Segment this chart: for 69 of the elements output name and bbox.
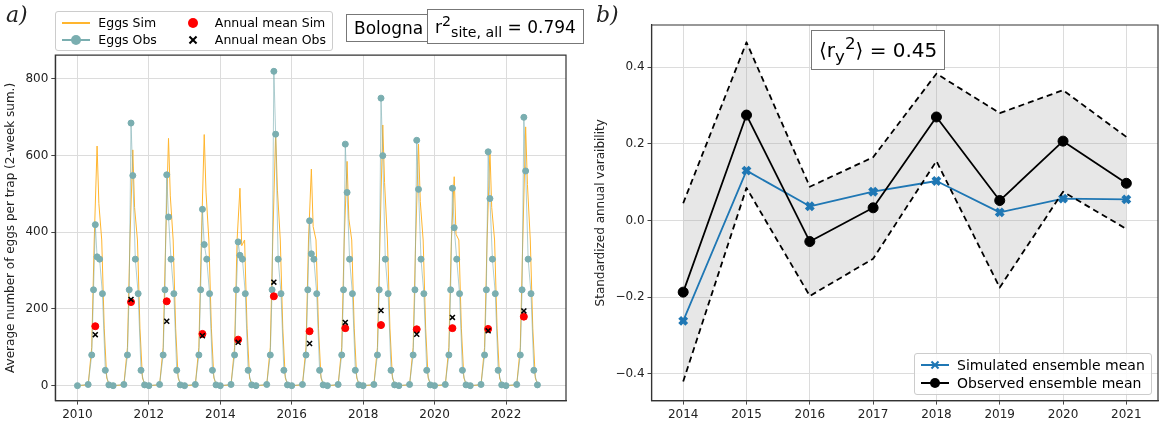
point [930,175,942,187]
point [162,297,171,306]
y-tick-label: 0.0 [625,212,645,227]
point [677,315,689,327]
x-tick-label: 2014 [667,406,699,421]
point [740,165,753,177]
x-tick-label: 2020 [1047,406,1079,421]
x-tick-label: 2016 [794,406,826,421]
legend-label: Eggs Sim [98,15,157,31]
x-tick-label: 2017 [857,406,889,421]
point [269,292,278,301]
point [994,206,1006,218]
y-axis-title: Standardized annual varaibility [593,119,608,307]
point [804,200,816,212]
point [412,325,421,334]
y-tick-label: 0 [40,377,49,392]
y-tick-label: 200 [25,301,49,316]
point [677,286,689,298]
point [994,195,1006,207]
point [1120,177,1132,189]
x-tick-label: 2018 [921,406,952,421]
y-tick-label: −0.4 [615,365,645,380]
point [305,327,314,336]
point [741,109,752,121]
point [804,236,816,248]
x-tick-label: 2021 [1111,406,1142,421]
point [1057,193,1069,205]
x-tick-label: 2014 [205,406,236,421]
point [91,322,100,331]
point [449,314,456,321]
point [413,331,420,338]
legend-label: Annual mean Obs [214,32,326,48]
text: r$^{2}$$_{site, all}$ = 0.794 [427,9,584,45]
legend-label: Annual mean Sim [214,15,326,31]
x-tick-label: 2015 [731,406,762,421]
legend-label: Simulated ensemble mean [957,356,1145,373]
y-tick-label: 600 [25,147,49,162]
legend-label: Eggs Obs [98,32,157,48]
annotation: ⟨r$_{y}$$^{2}$⟩ = 0.45 [811,30,946,70]
x-tick-label: 2020 [419,406,450,421]
y-tick-label: −0.2 [615,289,645,304]
legend-label: Observed ensemble mean [957,374,1142,391]
point [867,202,879,214]
y-tick-label: 400 [25,224,49,239]
point [270,278,278,286]
x-tick-label: 2019 [984,406,1015,421]
x-tick-label: 2012 [133,406,165,421]
text: a) [6,2,28,27]
point [520,307,528,315]
text: Bologna [346,14,432,42]
y-tick-label: 0.4 [625,59,645,74]
point [306,340,313,347]
x-tick-label: 2016 [276,406,307,421]
point [377,321,386,330]
point [448,324,457,333]
y-axis-title: Average number of eggs per trap (2-week sum.) [3,82,18,373]
point [519,312,528,321]
x-tick-label: 2010 [62,406,93,421]
point [1120,193,1132,205]
x-tick-label: 2018 [347,406,379,421]
x-tick-label: 2022 [490,406,522,421]
point [1057,135,1069,147]
text: b) [596,2,619,27]
point [930,111,942,123]
point [341,324,350,333]
y-tick-label: 0.2 [625,135,645,150]
y-tick-label: 800 [25,71,49,86]
point [163,318,170,325]
point [867,186,879,198]
